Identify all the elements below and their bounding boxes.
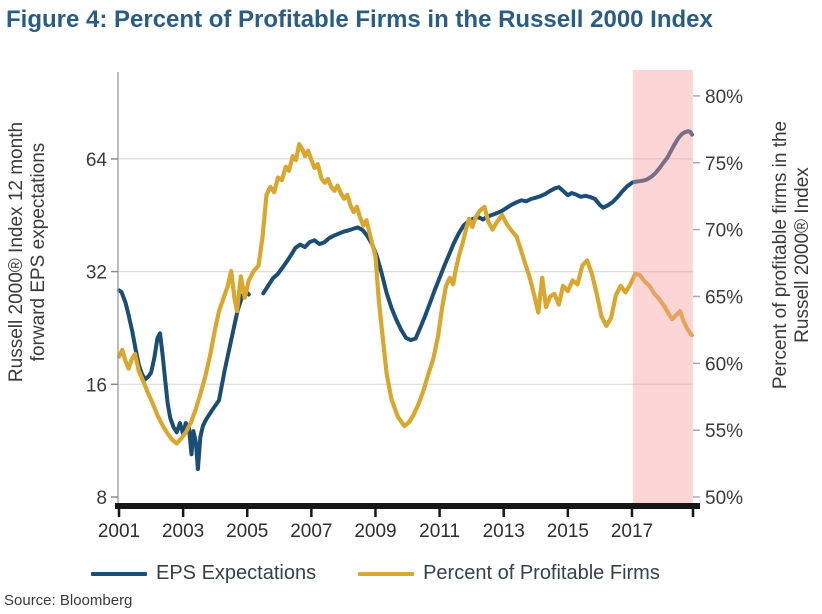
x-axis-tick-label: 2009 [354, 521, 396, 542]
legend-item-eps: EPS Expectations [91, 562, 316, 585]
x-axis-tick-label: 2005 [226, 521, 268, 542]
chart-legend: EPS Expectations Percent of Profitable F… [91, 562, 660, 585]
right-axis-tick-label: 55% [705, 421, 743, 442]
right-axis-title-line2: Russell 2000® Index [792, 167, 813, 343]
series-line [261, 129, 694, 343]
x-axis-tick-label: 2007 [290, 521, 332, 542]
x-axis-line [115, 503, 700, 509]
series-line [117, 288, 251, 472]
gridlines [118, 158, 693, 385]
legend-label-profitable-firms: Percent of Profitable Firms [423, 562, 660, 584]
x-axis-tick-label: 2015 [547, 521, 589, 542]
source-note: Source: Bloomberg [4, 592, 133, 609]
left-axis: 64 32 16 8 [86, 72, 119, 509]
eps-line-swatch [91, 571, 147, 576]
left-axis-tick-label: 32 [86, 263, 107, 284]
x-axis: 2001 2003 2005 2007 2009 2011 2013 2015 2017 [98, 503, 700, 542]
right-axis: 80% 75% 70% 65% 60% 55% 50% [693, 87, 743, 509]
x-axis-tick-label: 2001 [98, 521, 140, 542]
x-axis-tick-label: 2003 [162, 521, 204, 542]
right-axis-tick-label: 65% [705, 287, 743, 308]
left-axis-tick-label: 64 [86, 150, 108, 171]
left-axis-tick-label: 8 [96, 488, 107, 509]
left-axis-tick-label: 16 [86, 375, 107, 396]
x-axis-tick-label: 2013 [483, 521, 525, 542]
right-axis-tick-label: 60% [705, 354, 743, 375]
right-axis-tick-label: 70% [705, 221, 743, 242]
right-axis-tick-label: 80% [705, 87, 743, 108]
right-axis-tick-label: 50% [705, 488, 743, 509]
right-axis-tick-label: 75% [705, 154, 743, 175]
legend-label-eps: EPS Expectations [156, 562, 317, 584]
x-axis-tick-label: 2017 [611, 521, 653, 542]
legend-item-profitable-firms: Percent of Profitable Firms [358, 562, 660, 585]
series-profitable-firms [116, 141, 694, 446]
right-axis-title: Percent of profitable firms in the Russe… [770, 40, 814, 470]
series-eps-expectations [117, 129, 694, 472]
highlight-band [632, 70, 693, 503]
figure-title: Figure 4: Percent of Profitable Firms in… [6, 6, 713, 33]
series-line [116, 141, 694, 446]
right-axis-title-line1: Percent of profitable firms in the [770, 120, 791, 390]
x-axis-tick-label: 2011 [419, 521, 460, 542]
profitable-firms-line-swatch [358, 571, 415, 576]
